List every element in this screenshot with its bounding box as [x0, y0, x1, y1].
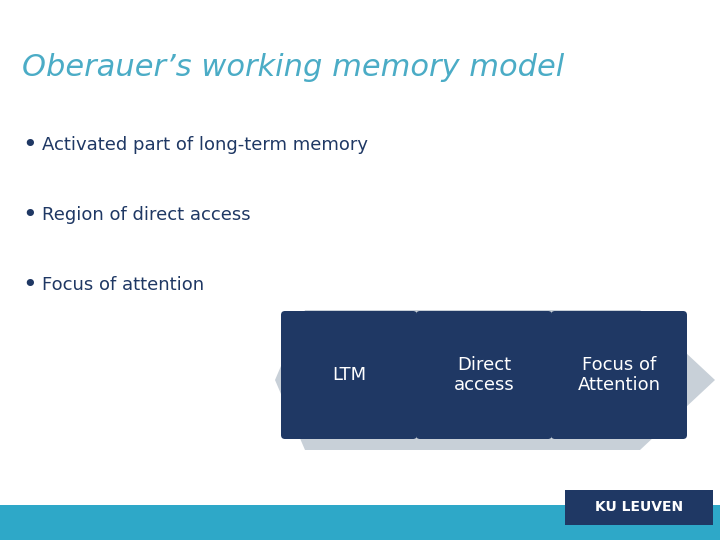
Text: •: •	[22, 273, 37, 297]
Text: Focus of attention: Focus of attention	[42, 276, 204, 294]
Text: Focus of
Attention: Focus of Attention	[577, 356, 660, 394]
Bar	[565, 490, 713, 525]
FancyBboxPatch shape	[416, 311, 552, 439]
Text: •: •	[22, 203, 37, 227]
Text: KU LEUVEN: KU LEUVEN	[595, 500, 683, 514]
Text: Activated part of long-term memory: Activated part of long-term memory	[42, 136, 368, 154]
Text: Region of direct access: Region of direct access	[42, 206, 251, 224]
FancyBboxPatch shape	[281, 311, 417, 439]
Text: LTM: LTM	[332, 366, 366, 384]
Bar	[0, 505, 720, 540]
Text: Oberauer’s working memory model: Oberauer’s working memory model	[22, 53, 564, 83]
Text: •: •	[22, 133, 37, 157]
FancyBboxPatch shape	[551, 311, 687, 439]
Polygon shape	[275, 310, 715, 450]
Text: Direct
access: Direct access	[454, 356, 514, 394]
